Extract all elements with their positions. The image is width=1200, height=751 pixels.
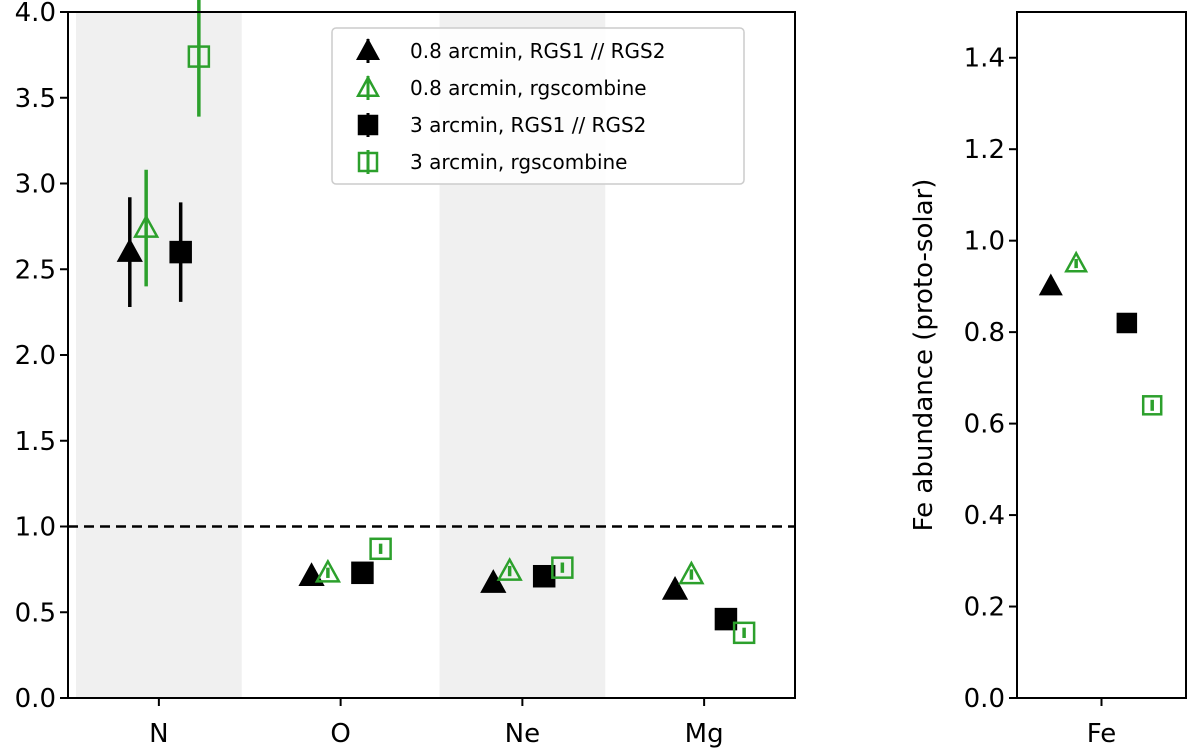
y-tick-label: 1.2 xyxy=(964,135,1005,165)
data-point-mg xyxy=(661,575,689,600)
y-tick-label: 0.4 xyxy=(964,501,1005,531)
legend-marker-1 xyxy=(355,75,381,97)
x-tick-label-ne: Ne xyxy=(505,719,540,749)
series-3 xyxy=(187,0,756,645)
y-tick-label: 4.0 xyxy=(15,0,56,28)
x-tick-label-mg: Mg xyxy=(685,719,724,749)
series-2 xyxy=(1116,312,1138,334)
y-tick-label: 0.5 xyxy=(15,598,56,628)
x-tick-label-n: N xyxy=(149,719,168,749)
y-tick-label: 1.0 xyxy=(964,227,1005,257)
data-point-n xyxy=(187,45,211,68)
data-point-n xyxy=(133,214,160,238)
right-panel-fe-chart: 0.0 0.2 0.4 0.6 0.8 1.0 1.2 1.4 Fe Fe abundance (… xyxy=(909,11,1187,749)
shaded-band-n xyxy=(76,12,242,698)
y-tick-label: 2.5 xyxy=(15,255,56,285)
data-point-ne xyxy=(496,557,523,581)
y-tick-label: 3.0 xyxy=(15,170,56,200)
y-tick-label: 1.5 xyxy=(15,427,56,457)
y-tick-label: 0.6 xyxy=(964,410,1005,440)
data-point-n xyxy=(169,240,192,264)
data-point-fe xyxy=(1116,312,1138,334)
series-3 xyxy=(1141,395,1163,416)
legend-marker-3 xyxy=(357,151,379,173)
left-panel-abundance-chart: 0.0 0.5 1.0 1.5 2.0 2.5 3.0 3.5 4.0 N O Ne Mg 0.8 arc… xyxy=(15,0,796,749)
series-2 xyxy=(169,202,738,631)
legend-label-1: 0.8 arcmin, rgscombine xyxy=(410,76,647,100)
y-tick-label: 1.4 xyxy=(964,44,1005,74)
data-point-ne xyxy=(480,569,507,593)
y-tick-label: 0.2 xyxy=(964,593,1005,623)
data-point-n xyxy=(116,238,143,262)
plot-frame xyxy=(1016,11,1187,699)
data-point-mg xyxy=(732,621,756,645)
data-point-ne xyxy=(532,564,556,588)
data-point-o xyxy=(351,561,374,585)
data-point-fe xyxy=(1064,250,1089,273)
y-tick-label: 0.0 xyxy=(964,684,1005,714)
legend-box xyxy=(331,27,745,185)
plot-frame xyxy=(67,11,796,699)
data-point-ne xyxy=(551,556,574,579)
data-point-fe xyxy=(1141,395,1163,416)
legend-marker-2 xyxy=(357,114,379,136)
x-tick-label-fe: Fe xyxy=(1087,719,1117,749)
data-point-fe xyxy=(1038,273,1063,296)
y-tick-label: 0.0 xyxy=(15,684,56,714)
legend-label-0: 0.8 arcmin, RGS1 // RGS2 xyxy=(410,39,665,63)
y-axis-title: Fe abundance (proto-solar) xyxy=(909,179,939,532)
legend: 0.8 arcmin, RGS1 // RGS2 0.8 arcmin, rgsc… xyxy=(331,27,745,185)
x-tick-label-o: O xyxy=(330,719,350,749)
series-1 xyxy=(1064,250,1089,273)
legend-label-3: 3 arcmin, rgscombine xyxy=(410,150,627,174)
y-tick-label: 3.5 xyxy=(15,84,56,114)
y-tick-label: 0.8 xyxy=(964,318,1005,348)
legend-label-2: 3 arcmin, RGS1 // RGS2 xyxy=(410,113,646,137)
data-point-o xyxy=(314,558,342,583)
y-tick-label: 2.0 xyxy=(15,341,56,371)
data-point-mg xyxy=(714,607,738,631)
series-0 xyxy=(116,197,689,600)
series-0 xyxy=(1038,273,1063,296)
y-tick-label: 1.0 xyxy=(15,513,56,543)
series-1 xyxy=(133,169,705,585)
data-point-o xyxy=(369,537,392,561)
legend-marker-0 xyxy=(355,38,381,60)
data-point-mg xyxy=(678,560,705,585)
